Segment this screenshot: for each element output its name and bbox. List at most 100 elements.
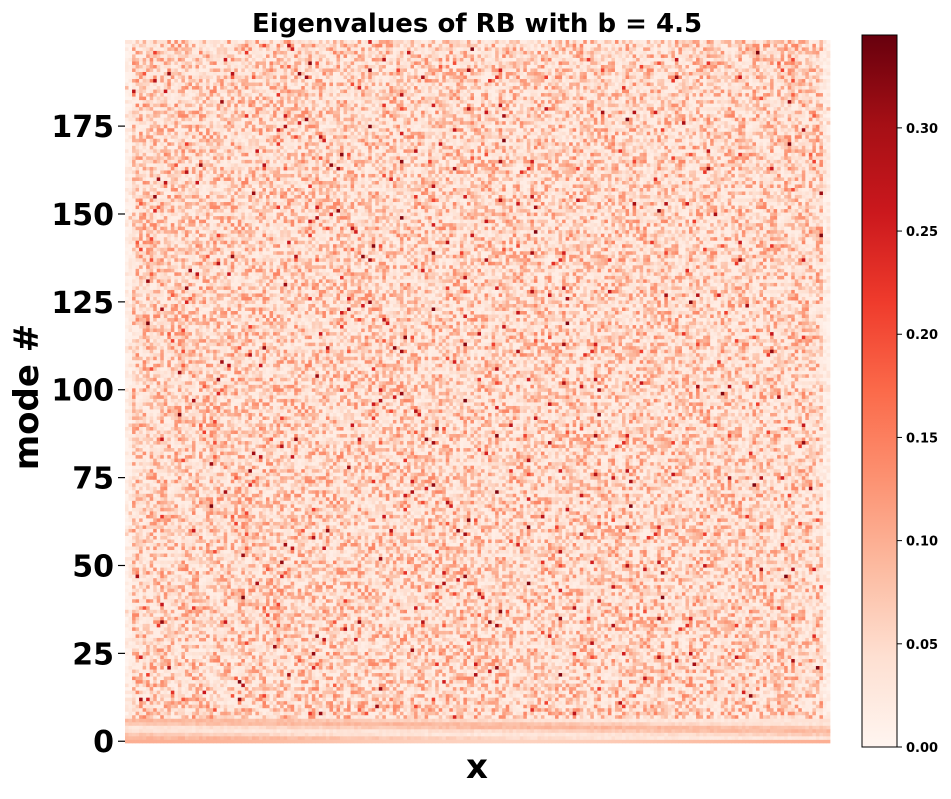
heatmap-cell (375, 708, 379, 712)
heatmap-cell (446, 694, 450, 698)
heatmap-cell (403, 680, 407, 684)
heatmap-cell (544, 666, 548, 670)
heatmap-cell (308, 673, 312, 677)
heatmap-cell (544, 711, 548, 715)
heatmap-cell (608, 680, 612, 684)
heatmap-cell (664, 718, 668, 722)
heatmap-cell (136, 683, 140, 687)
heatmap-cell (340, 683, 344, 687)
heatmap-cell (506, 687, 510, 691)
heatmap-cell (544, 690, 548, 694)
heatmap-cell (485, 732, 489, 736)
heatmap-cell (710, 666, 714, 670)
heatmap-cell (266, 704, 270, 708)
heatmap-cell (791, 722, 795, 726)
heatmap-cell (619, 680, 623, 684)
heatmap-cell (752, 690, 756, 694)
heatmap-cell (259, 694, 263, 698)
heatmap-cell (678, 666, 682, 670)
heatmap-cell (714, 701, 718, 705)
heatmap-cell (728, 680, 732, 684)
heatmap-cell (224, 687, 228, 691)
heatmap-cell (619, 739, 623, 743)
heatmap-cell (382, 708, 386, 712)
heatmap-cell (474, 711, 478, 715)
heatmap-cell (308, 704, 312, 708)
heatmap-cell (527, 725, 531, 729)
heatmap-cell (826, 711, 830, 715)
heatmap-cell (446, 739, 450, 743)
heatmap-cell (178, 673, 182, 677)
heatmap-cell (559, 715, 563, 719)
heatmap-cell (273, 725, 277, 729)
heatmap-cell (770, 701, 774, 705)
heatmap-cell (273, 722, 277, 726)
heatmap-cell (270, 711, 274, 715)
heatmap-cell (499, 701, 503, 705)
heatmap-cell (566, 680, 570, 684)
heatmap-cell (231, 732, 235, 736)
heatmap-cell (657, 690, 661, 694)
heatmap-cell (315, 736, 319, 740)
heatmap-cell (474, 739, 478, 743)
heatmap-cell (460, 736, 464, 740)
heatmap-cell (421, 676, 425, 680)
heatmap-cell (245, 701, 249, 705)
heatmap-cell (132, 732, 136, 736)
heatmap-cell (432, 711, 436, 715)
heatmap-cell (199, 739, 203, 743)
heatmap-cell (590, 736, 594, 740)
heatmap-cell (611, 694, 615, 698)
heatmap-cell (227, 694, 231, 698)
heatmap-cell (626, 729, 630, 733)
heatmap-cell (393, 718, 397, 722)
heatmap-cell (569, 722, 573, 726)
heatmap-cell (181, 718, 185, 722)
heatmap-cell (400, 697, 404, 701)
heatmap-cell (590, 729, 594, 733)
heatmap-cell (361, 680, 365, 684)
heatmap-cell (213, 669, 217, 673)
heatmap-cell (456, 732, 460, 736)
heatmap-cell (171, 666, 175, 670)
heatmap-cell (188, 718, 192, 722)
heatmap-cell (389, 704, 393, 708)
heatmap-cell (157, 697, 161, 701)
heatmap-cell (774, 718, 778, 722)
heatmap-cell (178, 680, 182, 684)
heatmap-cell (403, 697, 407, 701)
heatmap-cell (671, 718, 675, 722)
heatmap-cell (333, 673, 337, 677)
heatmap-cell (129, 718, 133, 722)
heatmap-cell (657, 732, 661, 736)
heatmap-cell (372, 669, 376, 673)
heatmap-cell (407, 676, 411, 680)
heatmap-cell (714, 704, 718, 708)
heatmap-cell (671, 697, 675, 701)
heatmap-cell (227, 673, 231, 677)
heatmap-cell (196, 708, 200, 712)
heatmap-cell (181, 704, 185, 708)
heatmap-cell (569, 669, 573, 673)
heatmap-cell (671, 711, 675, 715)
heatmap-cell (368, 680, 372, 684)
heatmap-cell (576, 687, 580, 691)
heatmap-cell (788, 697, 792, 701)
heatmap-cell (435, 701, 439, 705)
heatmap-cell (192, 732, 196, 736)
heatmap-cell (527, 697, 531, 701)
heatmap-cell (326, 683, 330, 687)
heatmap-cell (661, 697, 665, 701)
heatmap-cell (774, 725, 778, 729)
heatmap-cell (129, 697, 133, 701)
heatmap-cell (559, 669, 563, 673)
heatmap-cell (171, 722, 175, 726)
heatmap-cell (816, 694, 820, 698)
heatmap-cell (298, 680, 302, 684)
heatmap-cell (425, 725, 429, 729)
heatmap-cell (467, 683, 471, 687)
heatmap-cell (788, 669, 792, 673)
heatmap-cell (710, 715, 714, 719)
heatmap-cell (160, 711, 164, 715)
heatmap-cell (382, 697, 386, 701)
